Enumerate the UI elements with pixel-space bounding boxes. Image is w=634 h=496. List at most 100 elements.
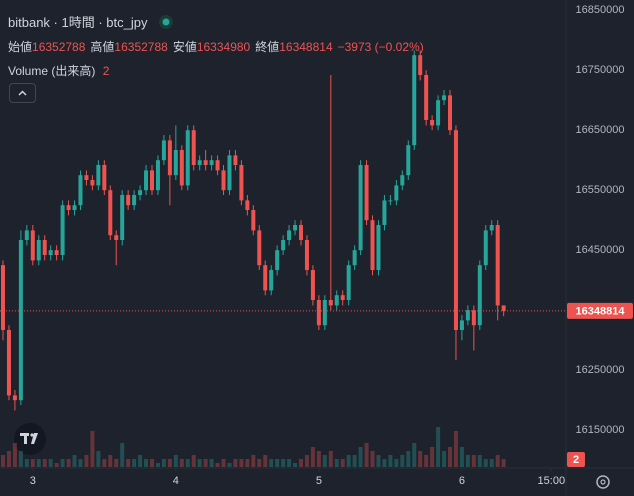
candle-body (233, 155, 238, 165)
candle-body (144, 170, 149, 191)
candle-body (96, 165, 101, 186)
candle-body (358, 165, 363, 251)
settings-icon[interactable] (596, 475, 610, 489)
candle-body (370, 220, 375, 270)
status-dot (159, 15, 174, 29)
volume-bar (167, 459, 172, 467)
volume-bar (150, 459, 154, 467)
candle-body (340, 295, 345, 300)
volume-bar (173, 455, 178, 467)
candle-body (167, 140, 172, 176)
volume-bar (465, 455, 470, 467)
gear[interactable] (596, 475, 610, 489)
y-tick-label: 16650000 (576, 124, 625, 136)
volume-bar (436, 427, 441, 467)
candle-body (471, 310, 476, 326)
candle-body (138, 190, 143, 195)
candle-body (54, 250, 59, 255)
volume-bar (442, 451, 447, 467)
candle-body (66, 205, 71, 210)
volume-bar (24, 459, 29, 467)
volume-bar (54, 463, 59, 467)
volume-bar (495, 455, 500, 467)
candle-body (501, 305, 506, 311)
candle-body (328, 300, 333, 306)
volume-bar (406, 451, 411, 467)
candle-body (150, 170, 154, 191)
logo-part (31, 433, 38, 444)
volume-bar (78, 459, 83, 467)
candle-body (322, 300, 327, 326)
candle-body (304, 240, 309, 270)
volume-bar (376, 455, 381, 467)
volume-bar (155, 463, 160, 467)
volume-bar (132, 459, 137, 467)
candle-body (310, 270, 315, 300)
volume-bar (459, 447, 464, 467)
candle-body (1, 265, 5, 330)
volume-bar (269, 459, 274, 467)
candle-body (179, 150, 184, 186)
candle-body (376, 225, 381, 270)
volume-bar (1, 455, 5, 467)
legend-label: 始値 (8, 40, 33, 54)
volume-bar (293, 463, 298, 467)
volume-bar (382, 459, 387, 467)
candle-body (281, 240, 286, 251)
volume-bar (322, 455, 327, 467)
candle-body (120, 195, 125, 240)
candle-body (78, 175, 83, 206)
candle-body (227, 155, 232, 191)
candle-body (197, 160, 202, 165)
volume-bar (334, 459, 339, 467)
volume-bar (304, 455, 309, 467)
volume-bar (251, 455, 256, 467)
candle-body (12, 395, 17, 401)
candle-body (173, 150, 178, 176)
candle-body (42, 240, 47, 255)
chart-title-row: bitbank · 1時間 · btc_jpy (8, 12, 174, 31)
candle-body (448, 95, 452, 131)
volume-bar (48, 459, 53, 467)
candle-body (48, 250, 53, 255)
y-tick-label: 16250000 (576, 364, 625, 376)
candle-body (36, 240, 41, 261)
volume-axis-label: 2 (573, 454, 579, 466)
volume-value: 2 (102, 64, 110, 78)
volume-bar (6, 451, 11, 467)
candle-body (275, 250, 280, 270)
volume-bar (18, 451, 23, 467)
volume-bar (489, 459, 494, 467)
candle-body (102, 165, 107, 191)
legend-value: 16352788 (32, 40, 86, 54)
candle-body (155, 160, 160, 191)
volume-bar (310, 447, 315, 467)
candle-body (209, 160, 214, 165)
chevron[interactable] (10, 84, 35, 102)
volume-bar (215, 463, 220, 467)
volume-bar (340, 459, 345, 467)
candle-body (114, 235, 119, 240)
volume-bar (227, 463, 232, 467)
volume-bar (90, 431, 95, 467)
volume-bar (430, 447, 435, 467)
legend-value: 16348814 (279, 40, 333, 54)
candle-body (90, 180, 95, 186)
volume-bar (12, 443, 17, 467)
volume-bar (257, 459, 262, 467)
volume-bar (275, 459, 280, 467)
gear-hub[interactable] (600, 479, 606, 485)
candle-body (191, 130, 196, 165)
logo-bg (14, 423, 46, 455)
candle-body (483, 230, 488, 266)
volume-bar (144, 459, 149, 467)
volume-bar (108, 455, 113, 467)
candle-body (221, 170, 226, 191)
volume-bar (138, 455, 143, 467)
volume-bar (471, 455, 476, 467)
volume-bar (418, 451, 423, 467)
plot-area (1, 50, 506, 467)
candle-body (346, 265, 351, 300)
collapse-button[interactable] (9, 83, 36, 103)
volume-bar (316, 451, 321, 467)
